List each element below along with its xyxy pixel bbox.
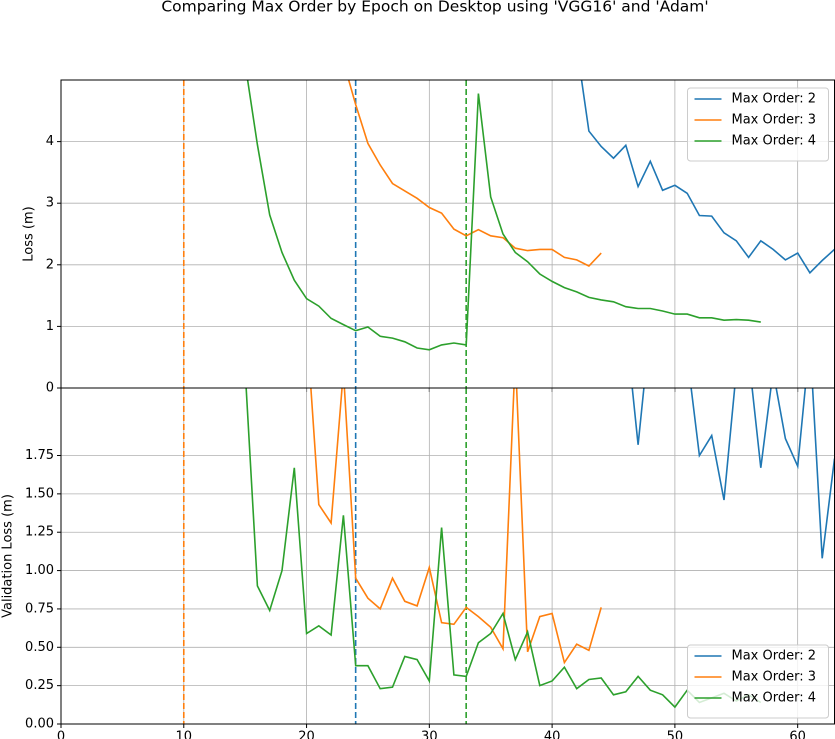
axes: 0 10 20 30 40 50 60 0.00 0.25 0.50 0.75 1.00 1.25 1.5… <box>1 387 835 739</box>
legend-box <box>687 644 829 719</box>
plot-area <box>182 80 835 388</box>
legend: Max Order: 2 Max Order: 3 Max Order: 4 <box>687 87 829 162</box>
series-line <box>631 388 835 559</box>
y-tick-label: 2 <box>46 257 54 272</box>
y-axis-label: Loss (m) <box>22 206 37 261</box>
y-tick-label: 4 <box>46 134 54 149</box>
legend: Max Order: 2 Max Order: 3 Max Order: 4 <box>687 644 829 719</box>
series-line <box>245 388 762 709</box>
legend-label: Max Order: 4 <box>732 691 817 706</box>
legend-label: Max Order: 3 <box>732 670 817 685</box>
legend-box <box>687 87 829 162</box>
y-tick-label: 1.00 <box>25 563 54 578</box>
series-line <box>580 80 835 275</box>
y-tick-label: 0 <box>46 381 54 396</box>
y-tick-label: 1 <box>46 319 54 334</box>
x-tick-label: 10 <box>176 730 193 739</box>
legend-label: Max Order: 2 <box>732 649 817 664</box>
x-tick-label: 20 <box>298 730 315 739</box>
y-tick-label: 0.75 <box>25 601 54 616</box>
plot-area <box>182 388 835 724</box>
y-tick-label: 1.75 <box>25 448 54 463</box>
x-tick-label: 30 <box>421 730 438 739</box>
x-tick-label: 50 <box>667 730 684 739</box>
y-tick-label: 0.00 <box>25 717 54 732</box>
y-tick-label: 1.25 <box>25 525 54 540</box>
y-axis-label: Validation Loss (m) <box>1 494 16 618</box>
legend-label: Max Order: 3 <box>732 113 817 128</box>
x-tick-label: 0 <box>57 730 65 739</box>
figure-title: Comparing Max Order by Epoch on Desktop … <box>161 0 708 16</box>
x-tick-label: 60 <box>789 730 806 739</box>
series-line <box>310 388 602 665</box>
x-tick-label: 40 <box>544 730 561 739</box>
series-line <box>246 80 761 351</box>
legend-label: Max Order: 2 <box>732 92 817 107</box>
y-tick-label: 1.50 <box>25 486 54 501</box>
y-tick-label: 0.25 <box>25 678 54 693</box>
y-tick-label: 0.50 <box>25 640 54 655</box>
y-tick-label: 3 <box>46 196 54 211</box>
legend-label: Max Order: 4 <box>732 134 817 149</box>
